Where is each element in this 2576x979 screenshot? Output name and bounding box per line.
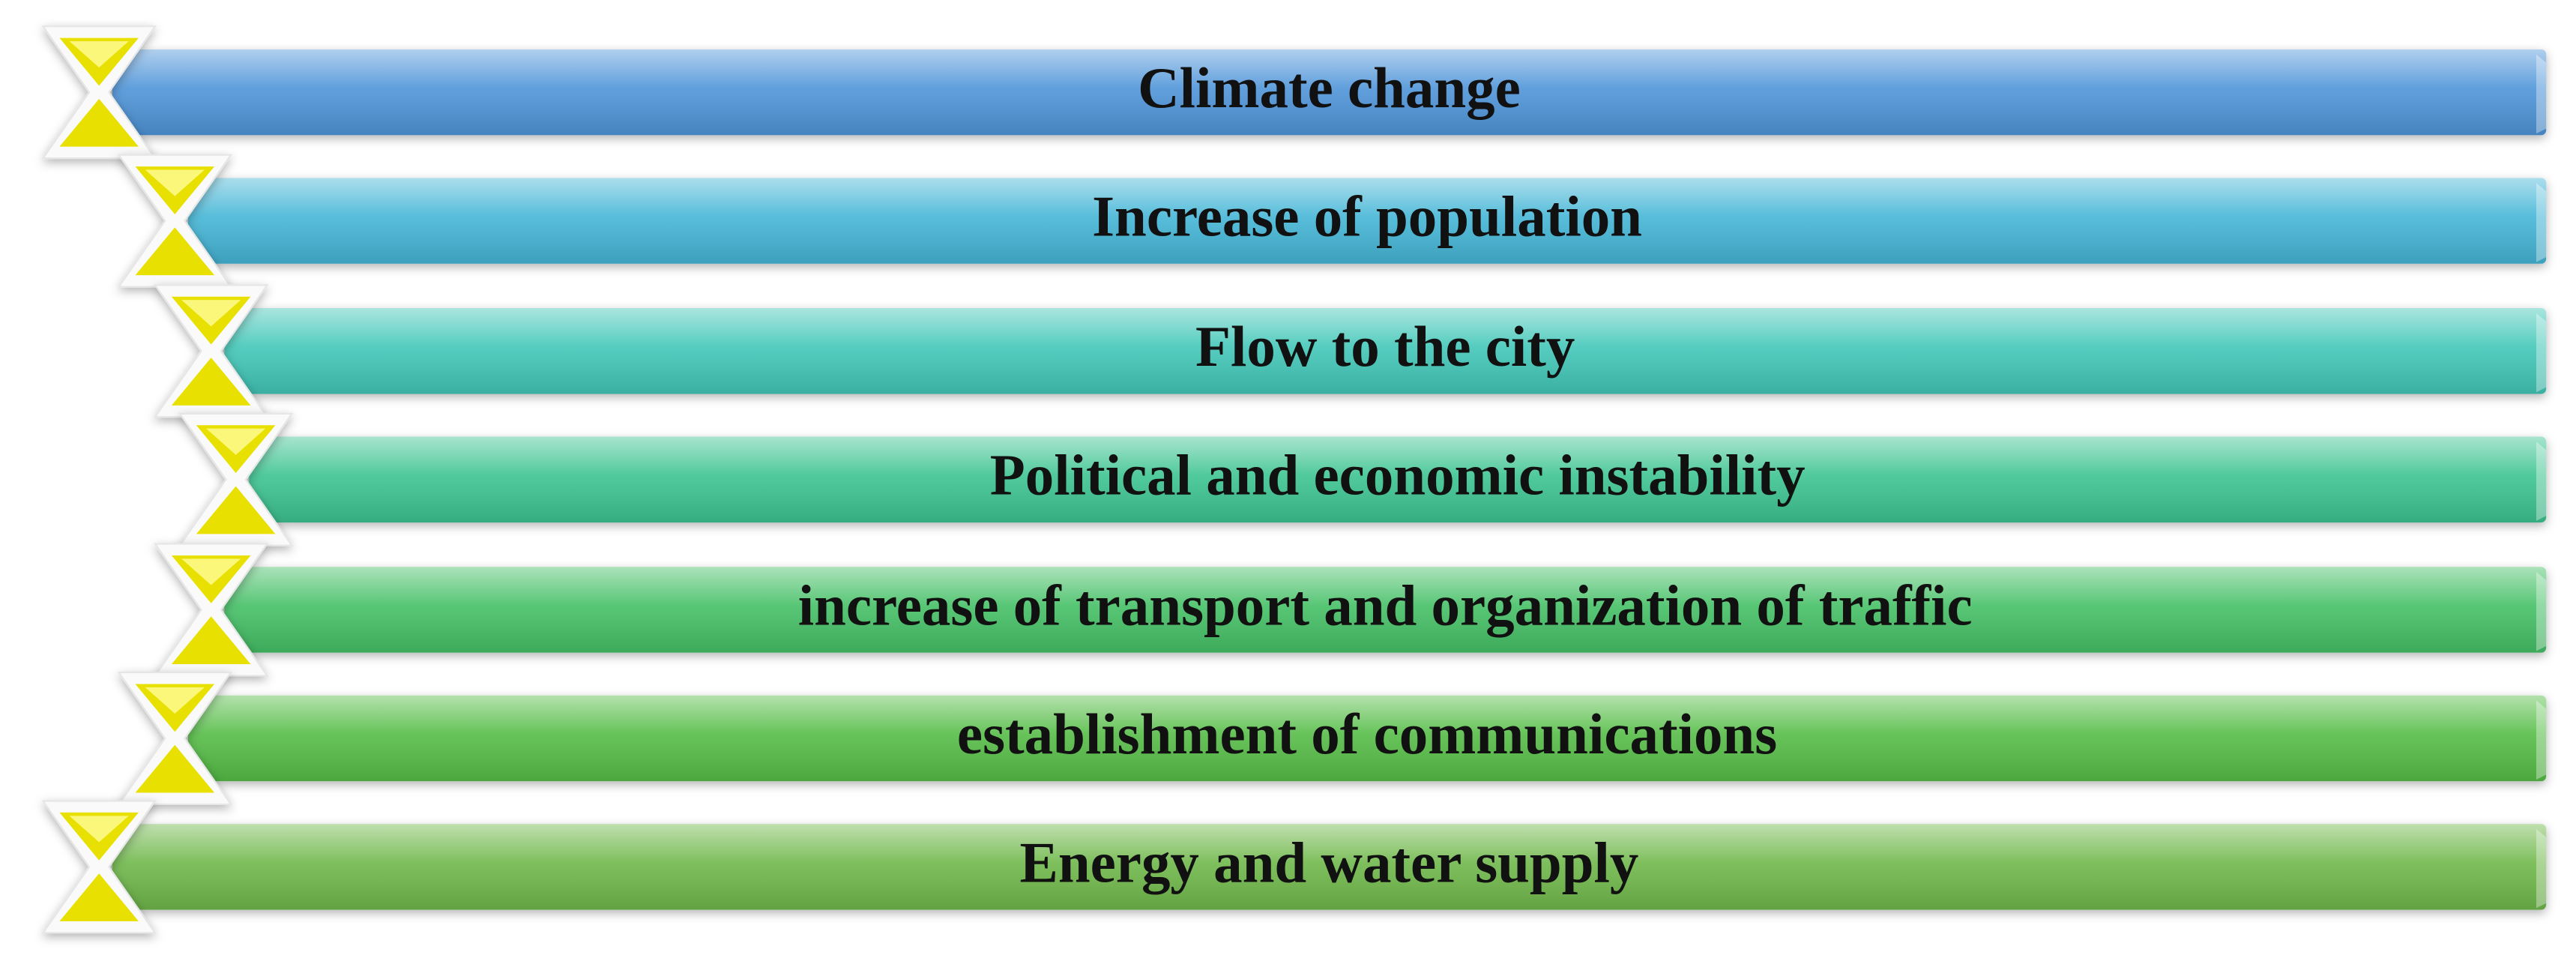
item-label: Climate change bbox=[1138, 55, 1521, 120]
item-bar-end bbox=[2536, 700, 2547, 780]
hourglass-frame bbox=[178, 412, 294, 546]
hourglass-bottom bbox=[59, 873, 139, 922]
item-label: establishment of communications bbox=[957, 702, 1777, 766]
item-label: Political and economic instability bbox=[990, 443, 1806, 507]
hourglass-frame bbox=[41, 800, 157, 934]
item-bar-end bbox=[2536, 313, 2547, 393]
item-label: Flow to the city bbox=[1195, 314, 1575, 379]
item-bar-end bbox=[2536, 442, 2547, 521]
hourglass-icon bbox=[117, 671, 233, 806]
item-bar-end bbox=[2536, 54, 2547, 134]
item-bar-end bbox=[2536, 571, 2547, 651]
item-bar-gloss bbox=[187, 178, 2547, 264]
hourglass-shine bbox=[181, 558, 241, 585]
hourglass-frame bbox=[117, 671, 233, 806]
list-item: Flow to the city bbox=[153, 284, 2547, 418]
item-bar-gloss bbox=[249, 436, 2547, 522]
hourglass-bottom bbox=[135, 744, 215, 793]
hourglass-bottom bbox=[196, 486, 276, 534]
hourglass-shine bbox=[69, 40, 129, 68]
hourglass-shine bbox=[69, 816, 129, 843]
item-label: Increase of population bbox=[1092, 184, 1642, 248]
hourglass-bottom bbox=[171, 358, 251, 406]
hourglass-bottom bbox=[59, 98, 139, 147]
list-item: establishment of communications bbox=[117, 671, 2547, 806]
list-item: Energy and water supply bbox=[41, 800, 2547, 934]
list-item: Political and economic instability bbox=[178, 412, 2547, 546]
hourglass-icon bbox=[153, 284, 269, 418]
item-bar-gloss bbox=[112, 49, 2547, 136]
hourglass-icon bbox=[153, 543, 269, 677]
hourglass-shine bbox=[145, 687, 205, 714]
hourglass-shine bbox=[145, 169, 205, 196]
item-bar-gloss bbox=[224, 308, 2547, 394]
item-label: increase of transport and organization o… bbox=[798, 573, 1973, 637]
hourglass-icon bbox=[41, 800, 157, 934]
list-item: Increase of population bbox=[117, 154, 2547, 288]
hourglass-frame bbox=[153, 543, 269, 677]
hourglass-bottom bbox=[171, 616, 251, 665]
list-item: Climate change bbox=[41, 25, 2547, 160]
item-bar-end bbox=[2536, 183, 2547, 262]
item-bar-gloss bbox=[187, 695, 2547, 782]
hourglass-icon bbox=[117, 154, 233, 288]
item-bar-end bbox=[2536, 828, 2547, 909]
item-bar-gloss bbox=[112, 824, 2547, 910]
item-bar-gloss bbox=[224, 567, 2547, 653]
hourglass-bottom bbox=[135, 227, 215, 276]
list-item: increase of transport and organization o… bbox=[153, 543, 2547, 677]
item-label: Energy and water supply bbox=[1020, 830, 1639, 894]
hourglass-shine bbox=[206, 428, 266, 455]
hourglass-shine bbox=[181, 300, 241, 327]
hourglass-icon bbox=[178, 412, 294, 546]
